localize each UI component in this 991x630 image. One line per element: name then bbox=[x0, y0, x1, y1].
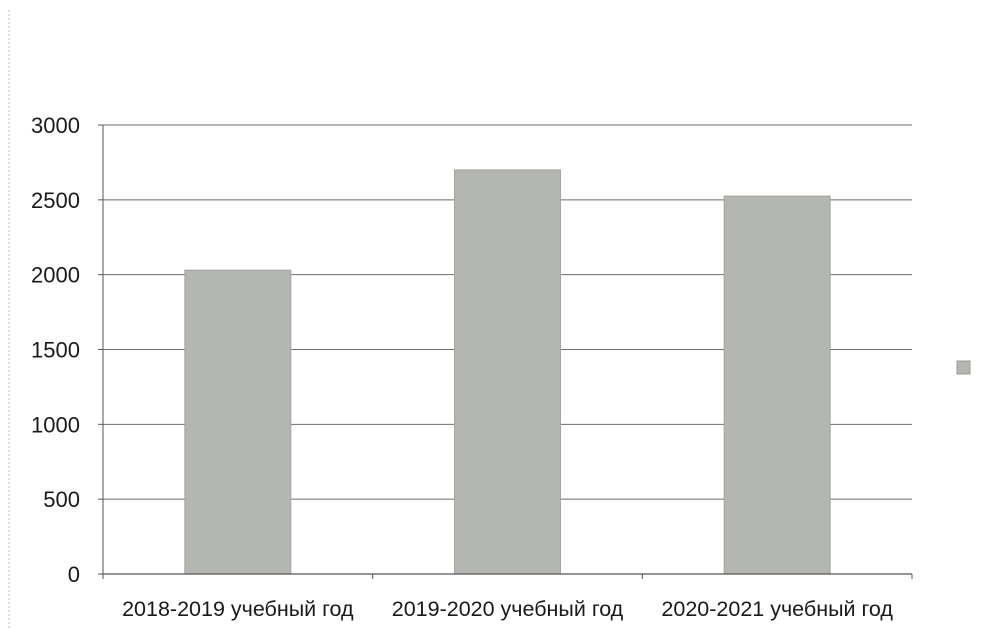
x-category-label: 2020-2021 учебный год bbox=[661, 597, 893, 621]
y-tick-labels: 0 500 1000 1500 2000 2500 3000 bbox=[31, 113, 80, 587]
y-tick-label: 0 bbox=[68, 562, 80, 587]
y-tick-label: 1500 bbox=[31, 338, 80, 363]
bar bbox=[454, 169, 561, 575]
axes bbox=[98, 124, 913, 579]
bar bbox=[723, 195, 831, 575]
y-tick-label: 2500 bbox=[31, 188, 80, 213]
bar bbox=[184, 269, 292, 575]
x-category-labels: 2018-2019 учебный год 2019-2020 учебный г… bbox=[122, 597, 893, 621]
x-category-label: 2019-2020 учебный год bbox=[392, 597, 624, 621]
y-tick-label: 1000 bbox=[31, 412, 80, 437]
legend bbox=[956, 360, 971, 375]
y-tick-label: 3000 bbox=[31, 113, 80, 138]
y-tick-label: 2000 bbox=[31, 263, 80, 288]
y-tick-label: 500 bbox=[43, 487, 80, 512]
x-category-label: 2018-2019 учебный год bbox=[122, 597, 354, 621]
bars bbox=[184, 169, 831, 575]
legend-swatch bbox=[956, 360, 971, 375]
